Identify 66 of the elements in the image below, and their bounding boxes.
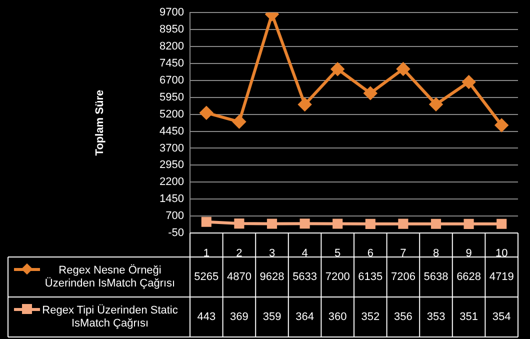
data-label: 5633 [292, 271, 318, 284]
x-tick-label: 4 [302, 248, 308, 260]
point [396, 62, 410, 76]
data-label: 5638 [424, 271, 448, 284]
point [332, 218, 343, 229]
legend-label: Regex Tipi Üzerinden Static IsMatch Çağrısı [42, 304, 178, 330]
x-tick-label: 6 [367, 248, 374, 260]
point [430, 98, 442, 111]
point [464, 218, 474, 229]
point [496, 218, 507, 229]
point [462, 76, 476, 89]
y-tick-label: 6700 [160, 74, 184, 86]
point [266, 218, 278, 229]
point [234, 218, 244, 229]
x-tick-label: 5 [334, 248, 341, 260]
data-label: 364 [296, 311, 314, 324]
data-label: 9628 [260, 271, 284, 284]
data-label: 351 [460, 311, 478, 324]
point [232, 115, 246, 128]
y-tick-label: 700 [166, 210, 184, 222]
data-label: 4870 [226, 271, 252, 284]
y-tick-label: 5200 [160, 108, 184, 120]
point [495, 118, 508, 132]
y-tick-label: 2200 [160, 176, 184, 188]
y-tick-label: 8200 [160, 40, 184, 53]
point [200, 106, 213, 120]
data-label: 4719 [489, 271, 514, 284]
x-tick-label: 7 [400, 248, 406, 260]
data-label: 5265 [194, 271, 219, 284]
x-tick-label: 9 [466, 248, 472, 260]
y-tick-label: 9700 [160, 6, 184, 19]
y-tick-label: 7450 [160, 57, 184, 70]
y-tick-label: 2950 [160, 159, 184, 172]
y-tick-label: -50 [168, 227, 184, 240]
point [398, 218, 408, 229]
data-label: 7206 [390, 271, 416, 284]
data-label: 356 [394, 311, 412, 324]
x-tick-label: 8 [432, 248, 440, 260]
data-label: 6135 [358, 271, 383, 284]
y-tick-label: 8950 [160, 24, 184, 36]
data-label: 352 [361, 311, 380, 324]
data-label: 6628 [456, 271, 482, 284]
data-label: 354 [492, 311, 511, 324]
x-tick-label: 1 [203, 248, 210, 260]
data-label: 369 [230, 311, 248, 324]
data-label: 443 [197, 311, 216, 324]
point [364, 86, 377, 100]
point [298, 98, 312, 112]
legend-label: Regex Nesne Örneği Üzerinden IsMatch Çağrısı [44, 264, 176, 290]
y-tick-label: 1450 [160, 193, 184, 206]
x-tick-label: 2 [236, 248, 242, 260]
x-tick-label: 10 [495, 248, 508, 260]
data-label: 359 [262, 311, 282, 324]
point [430, 218, 442, 229]
point [365, 218, 376, 229]
data-label: 360 [328, 311, 347, 324]
x-tick-label: 3 [268, 248, 276, 260]
data-label: 7200 [325, 271, 350, 284]
y-tick-label: 5950 [160, 91, 184, 104]
point [201, 216, 212, 227]
y-tick-label: 4450 [160, 125, 184, 138]
point [331, 62, 344, 76]
point [300, 218, 310, 229]
y-axis-title: Toplam Süre [94, 90, 106, 156]
data-label: 353 [426, 311, 446, 324]
y-tick-label: 3700 [160, 142, 184, 154]
